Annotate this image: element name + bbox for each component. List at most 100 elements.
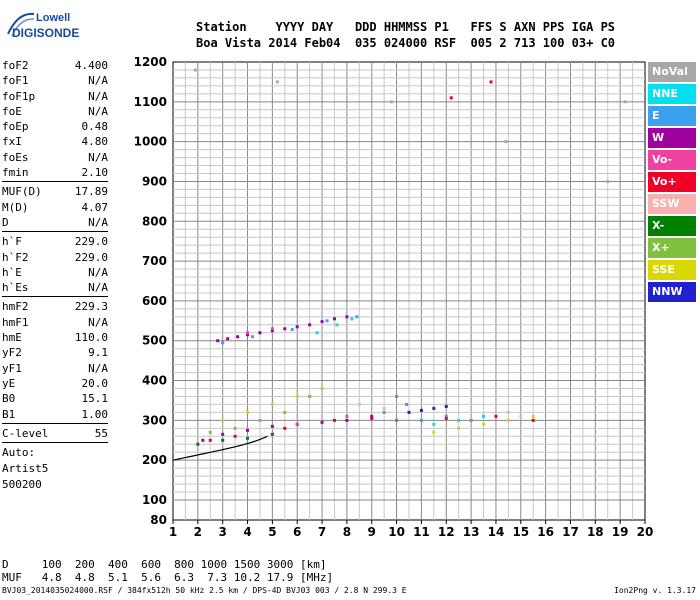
x-tick-label: 9 xyxy=(368,525,376,539)
param-value: 15.1 xyxy=(81,392,109,406)
y-tick-label: 800 xyxy=(142,214,167,228)
param-value: 2.10 xyxy=(81,166,109,180)
auto-line: Auto: xyxy=(2,446,36,460)
param-row: yE 20.0 xyxy=(2,376,108,391)
auto-line: Artist5 xyxy=(2,462,49,476)
param-row: hmE 110.0 xyxy=(2,330,108,345)
param-value: N/A xyxy=(88,281,108,295)
data-point xyxy=(506,418,510,422)
logo-text-digisonde: DIGISONDE xyxy=(12,26,80,40)
data-point xyxy=(216,339,220,343)
data-point xyxy=(419,418,423,422)
data-point xyxy=(419,408,423,412)
x-tick-label: 8 xyxy=(343,525,351,539)
data-point xyxy=(283,426,287,430)
data-point xyxy=(395,418,399,422)
data-point xyxy=(315,331,319,335)
x-tick-label: 1 xyxy=(169,525,177,539)
data-point xyxy=(494,414,498,418)
legend-item-ssw: SSW xyxy=(648,194,696,214)
data-point xyxy=(201,438,205,442)
x-tick-label: 3 xyxy=(219,525,227,539)
header-labels: Station YYYY DAY DDD HHMMSS P1 FFS S AXN… xyxy=(196,20,616,34)
data-point xyxy=(246,331,250,335)
data-point xyxy=(519,414,523,418)
data-point xyxy=(345,418,349,422)
data-point xyxy=(290,328,294,332)
param-key: B1 xyxy=(2,407,16,421)
data-point xyxy=(308,394,312,398)
data-point xyxy=(246,428,250,432)
param-value: 0.48 xyxy=(81,120,109,134)
x-tick-label: 14 xyxy=(488,525,505,539)
data-point xyxy=(226,337,230,341)
x-tick-label: 12 xyxy=(438,525,455,539)
data-point xyxy=(246,410,250,414)
param-separator xyxy=(2,442,108,444)
param-value: 9.1 xyxy=(88,346,108,360)
data-point xyxy=(390,100,394,104)
y-tick-label: 700 xyxy=(142,254,167,268)
data-point xyxy=(270,402,274,406)
legend-item-nnw: NNW xyxy=(648,282,696,302)
auto-line: 500200 xyxy=(2,478,42,492)
logo-text-lowell: Lowell xyxy=(36,12,71,24)
data-point xyxy=(444,414,448,418)
legend-item-vo: Vo+ xyxy=(648,172,696,192)
data-point xyxy=(320,420,324,424)
param-separator xyxy=(2,296,108,298)
data-point xyxy=(258,418,262,422)
legend-item-w: W xyxy=(648,128,696,148)
param-value: N/A xyxy=(88,265,108,279)
y-tick-label: 500 xyxy=(142,334,167,348)
param-row: foEs N/A xyxy=(2,150,108,165)
param-row: h`E N/A xyxy=(2,265,108,280)
param-row: fmin 2.10 xyxy=(2,165,108,180)
y-tick-label: 600 xyxy=(142,294,167,308)
param-value: 55 xyxy=(94,426,108,440)
data-point xyxy=(283,410,287,414)
data-point xyxy=(449,96,453,100)
direction-legend: NoVal NNE E W Vo- Vo+ SSW X- X+ SSE NNW xyxy=(648,62,696,304)
param-value: 110.0 xyxy=(74,331,108,345)
y-tick-label: 900 xyxy=(142,174,167,188)
param-key: yF2 xyxy=(2,346,22,360)
param-key: fmin xyxy=(2,166,29,180)
data-point xyxy=(345,414,349,418)
x-tick-label: 20 xyxy=(637,525,654,539)
legend-item-nne: NNE xyxy=(648,84,696,104)
param-row: yF1 N/A xyxy=(2,361,108,376)
param-value: 1.00 xyxy=(81,407,109,421)
data-point xyxy=(270,327,274,331)
axis-ticks: 1 2 3 4 5 6 7 8 9 10 11 12 13 14 15 16 17 18 19 20801002003… xyxy=(134,55,654,539)
data-point xyxy=(320,387,324,391)
data-point xyxy=(250,335,254,339)
x-tick-label: 2 xyxy=(194,525,202,539)
data-point xyxy=(270,424,274,428)
legend-item-x: X+ xyxy=(648,238,696,258)
data-point xyxy=(357,402,361,406)
data-point xyxy=(236,335,240,339)
param-row: foEp 0.48 xyxy=(2,119,108,134)
data-point xyxy=(208,438,212,442)
data-point xyxy=(335,323,339,327)
data-point xyxy=(531,414,535,418)
data-point xyxy=(405,402,409,406)
version-label: Ion2Png v. 1.3.17 xyxy=(614,586,696,595)
data-point xyxy=(457,426,461,430)
data-point xyxy=(295,422,299,426)
data-point xyxy=(531,418,535,422)
data-point xyxy=(332,317,336,321)
param-key: foF2 xyxy=(2,59,29,72)
data-point xyxy=(382,406,386,410)
data-point xyxy=(221,438,225,442)
plot-grid xyxy=(172,61,646,521)
data-point xyxy=(606,179,610,183)
data-point xyxy=(283,327,287,331)
param-separator xyxy=(2,181,108,183)
param-value: N/A xyxy=(88,315,108,329)
data-point xyxy=(482,422,486,426)
param-key: fxI xyxy=(2,135,22,149)
data-point xyxy=(504,140,508,144)
data-point xyxy=(270,329,274,333)
